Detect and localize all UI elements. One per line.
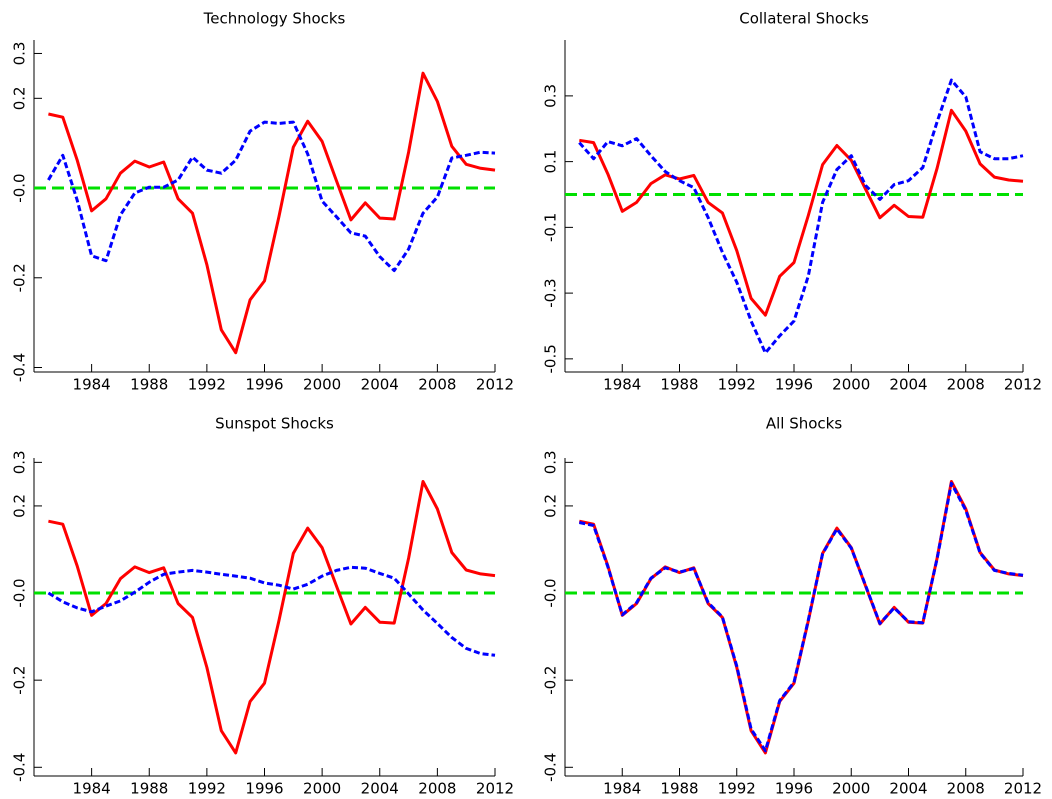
series-line [48,71,496,355]
series-line [578,481,1024,753]
x-tick-label: 2012 [476,780,514,798]
x-tick-label: 1984 [73,376,111,394]
y-tick-label: -0.0 [542,578,560,607]
x-tick-label: 2000 [832,780,870,798]
y-tick-label: -0.2 [542,666,560,695]
y-tick-label: 0.2 [11,86,29,110]
series-line [47,120,496,273]
x-tick-label: 1984 [603,780,641,798]
x-tick-label: 1992 [188,376,226,394]
y-tick-label: 0.3 [11,450,29,474]
x-tick-label: 2012 [476,376,514,394]
y-tick-label: -0.5 [542,344,560,373]
y-tick-label: 0.2 [11,494,29,518]
y-tick-label: -0.0 [11,578,29,607]
y-tick-label: 0.1 [542,150,560,174]
chart-title: All Shocks [766,415,843,433]
x-tick-label: 2012 [1004,780,1042,798]
series-line [48,480,496,755]
x-tick-label: 2008 [418,780,456,798]
x-tick-label: 1988 [660,780,698,798]
y-tick-label: -0.4 [11,353,29,382]
y-tick-label: -0.0 [11,173,29,202]
series-line [47,565,496,657]
chart-title: Technology Shocks [203,10,346,28]
y-tick-label: -0.4 [542,753,560,782]
x-tick-label: 1992 [188,780,226,798]
series-line [578,480,1024,755]
x-tick-label: 2012 [1004,376,1042,394]
chart-title: Sunspot Shocks [215,415,334,433]
x-tick-label: 1988 [130,780,168,798]
x-tick-label: 1992 [718,376,756,394]
series-line [579,108,1024,317]
x-tick-label: 1996 [775,376,813,394]
x-tick-label: 2000 [832,376,870,394]
x-tick-label: 1996 [245,780,283,798]
x-tick-label: 2008 [418,376,456,394]
x-tick-label: 1996 [775,780,813,798]
y-tick-label: -0.4 [11,753,29,782]
x-tick-label: 2004 [361,376,399,394]
x-tick-label: 2008 [947,780,985,798]
series-line [578,78,1024,355]
y-tick-label: -0.1 [542,213,560,242]
x-tick-label: 1984 [603,376,641,394]
x-tick-label: 1992 [718,780,756,798]
y-tick-label: 0.3 [11,42,29,66]
x-tick-label: 1984 [73,780,111,798]
chart-title: Collateral Shocks [739,10,869,28]
x-tick-label: 2004 [889,376,927,394]
x-tick-label: 2004 [889,780,927,798]
x-tick-label: 2000 [303,780,341,798]
x-tick-label: 1988 [660,376,698,394]
x-tick-label: 1996 [245,376,283,394]
y-tick-label: 0.3 [542,450,560,474]
y-tick-label: -0.3 [542,278,560,307]
y-tick-label: 0.2 [542,494,560,518]
y-tick-label: 0.3 [542,84,560,108]
y-tick-label: -0.2 [11,666,29,695]
y-tick-label: -0.2 [11,263,29,292]
x-tick-label: 2004 [361,780,399,798]
x-tick-label: 2008 [947,376,985,394]
x-tick-label: 2000 [303,376,341,394]
x-tick-label: 1988 [130,376,168,394]
